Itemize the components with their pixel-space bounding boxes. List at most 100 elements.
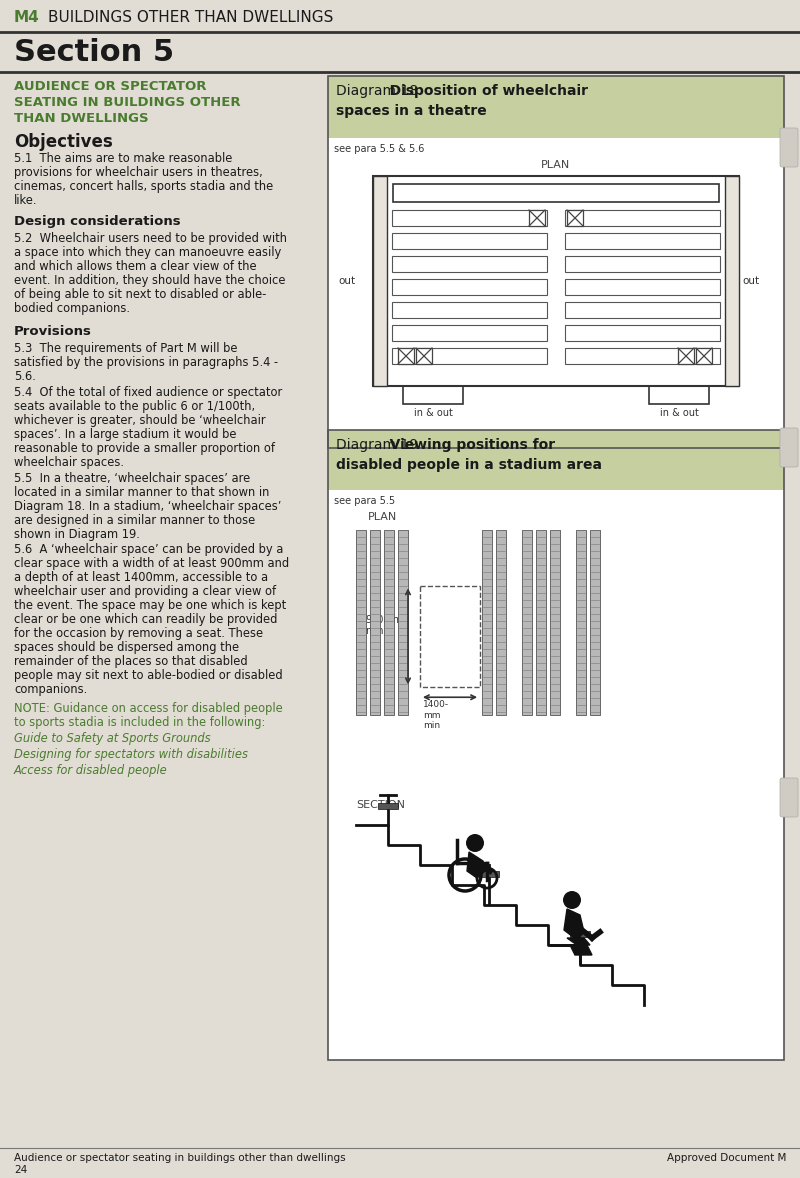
Bar xyxy=(565,348,720,364)
Text: out: out xyxy=(338,276,355,286)
Text: Objectives: Objectives xyxy=(14,133,113,151)
Text: THAN DWELLINGS: THAN DWELLINGS xyxy=(14,112,149,125)
Bar xyxy=(378,803,398,809)
Text: in & out: in & out xyxy=(414,408,453,418)
Text: Approved Document M: Approved Document M xyxy=(666,1153,786,1163)
Text: wheelchair spaces.: wheelchair spaces. xyxy=(14,456,124,469)
Text: SECTION: SECTION xyxy=(356,800,405,810)
Bar xyxy=(649,386,709,404)
Text: Access for disabled people: Access for disabled people xyxy=(14,765,168,777)
FancyBboxPatch shape xyxy=(780,128,798,167)
Text: for the occasion by removing a seat. These: for the occasion by removing a seat. The… xyxy=(14,627,263,640)
Bar xyxy=(565,325,720,340)
Text: spaces should be dispersed among the: spaces should be dispersed among the xyxy=(14,641,239,654)
Polygon shape xyxy=(564,909,584,940)
Text: clear space with a width of at least 900mm and: clear space with a width of at least 900… xyxy=(14,557,289,570)
Text: whichever is greater, should be ‘wheelchair: whichever is greater, should be ‘wheelch… xyxy=(14,413,266,426)
Text: SEATING IN BUILDINGS OTHER: SEATING IN BUILDINGS OTHER xyxy=(14,95,241,110)
Text: see para 5.5 & 5.6: see para 5.5 & 5.6 xyxy=(334,144,424,154)
Bar xyxy=(522,530,532,715)
Text: shown in Diagram 19.: shown in Diagram 19. xyxy=(14,528,140,541)
Text: BUILDINGS OTHER THAN DWELLINGS: BUILDINGS OTHER THAN DWELLINGS xyxy=(48,9,334,25)
Text: 900mm
min: 900mm min xyxy=(365,615,402,636)
Polygon shape xyxy=(467,852,485,878)
Text: Diagram 18: Diagram 18 xyxy=(336,84,422,98)
Text: like.: like. xyxy=(14,194,38,207)
Bar xyxy=(479,871,499,876)
Polygon shape xyxy=(570,945,592,955)
Bar xyxy=(328,77,784,448)
Bar xyxy=(392,348,547,364)
Text: Provisions: Provisions xyxy=(14,325,92,338)
Bar xyxy=(567,210,583,226)
Bar xyxy=(370,530,380,715)
Text: spaces’. In a large stadium it would be: spaces’. In a large stadium it would be xyxy=(14,428,237,441)
Text: bodied companions.: bodied companions. xyxy=(14,302,130,315)
Circle shape xyxy=(563,891,581,909)
Text: satisfied by the provisions in paragraphs 5.4 -: satisfied by the provisions in paragraph… xyxy=(14,356,278,369)
Text: 1400-
mm
min: 1400- mm min xyxy=(423,700,449,730)
Bar xyxy=(590,530,600,715)
Text: disabled people in a stadium area: disabled people in a stadium area xyxy=(336,458,602,472)
Bar xyxy=(536,530,546,715)
FancyBboxPatch shape xyxy=(780,777,798,818)
Text: seats available to the public 6 or 1/100th,: seats available to the public 6 or 1/100… xyxy=(14,401,255,413)
Bar xyxy=(392,210,547,226)
Text: people may sit next to able-bodied or disabled: people may sit next to able-bodied or di… xyxy=(14,669,282,682)
Bar xyxy=(576,530,586,715)
Text: Diagram 19: Diagram 19 xyxy=(336,438,422,452)
Text: reasonable to provide a smaller proportion of: reasonable to provide a smaller proporti… xyxy=(14,442,275,455)
Bar xyxy=(328,77,784,138)
Text: 5.6.: 5.6. xyxy=(14,370,36,383)
Text: 5.5  In a theatre, ‘wheelchair spaces’ are: 5.5 In a theatre, ‘wheelchair spaces’ ar… xyxy=(14,472,250,485)
Bar xyxy=(398,348,414,364)
Bar xyxy=(725,176,739,386)
Text: a depth of at least 1400mm, accessible to a: a depth of at least 1400mm, accessible t… xyxy=(14,571,268,584)
Bar xyxy=(678,348,694,364)
Text: AUDIENCE OR SPECTATOR: AUDIENCE OR SPECTATOR xyxy=(14,80,206,93)
Bar xyxy=(565,302,720,318)
Bar xyxy=(420,585,480,687)
Text: PLAN: PLAN xyxy=(542,160,570,170)
Bar xyxy=(384,530,394,715)
Text: cinemas, concert halls, sports stadia and the: cinemas, concert halls, sports stadia an… xyxy=(14,180,274,193)
Text: spaces in a theatre: spaces in a theatre xyxy=(336,104,486,118)
Text: Section 5: Section 5 xyxy=(14,38,174,67)
Text: and which allows them a clear view of the: and which allows them a clear view of th… xyxy=(14,260,257,273)
Bar xyxy=(565,210,720,226)
Polygon shape xyxy=(567,938,590,945)
Text: the event. The space may be one which is kept: the event. The space may be one which is… xyxy=(14,598,286,613)
Bar xyxy=(393,184,719,201)
Bar xyxy=(403,386,463,404)
Text: see para 5.5: see para 5.5 xyxy=(334,496,395,507)
Text: wheelchair user and providing a clear view of: wheelchair user and providing a clear vi… xyxy=(14,585,276,598)
Bar xyxy=(570,931,590,937)
Bar xyxy=(496,530,506,715)
Text: are designed in a similar manner to those: are designed in a similar manner to thos… xyxy=(14,514,255,527)
Text: 5.4  Of the total of fixed audience or spectator: 5.4 Of the total of fixed audience or sp… xyxy=(14,386,282,399)
Text: located in a similar manner to that shown in: located in a similar manner to that show… xyxy=(14,487,270,499)
Bar xyxy=(392,302,547,318)
Circle shape xyxy=(466,834,484,852)
Bar xyxy=(392,325,547,340)
Text: event. In addition, they should have the choice: event. In addition, they should have the… xyxy=(14,274,286,287)
Text: provisions for wheelchair users in theatres,: provisions for wheelchair users in theat… xyxy=(14,166,262,179)
Text: 5.3  The requirements of Part M will be: 5.3 The requirements of Part M will be xyxy=(14,342,238,355)
FancyBboxPatch shape xyxy=(780,428,798,466)
Text: in & out: in & out xyxy=(659,408,698,418)
Bar xyxy=(356,530,366,715)
Bar xyxy=(328,430,784,1060)
Bar xyxy=(416,348,432,364)
Text: Audience or spectator seating in buildings other than dwellings: Audience or spectator seating in buildin… xyxy=(14,1153,346,1163)
Bar xyxy=(696,348,712,364)
Text: PLAN: PLAN xyxy=(368,512,398,522)
Text: Diagram 18. In a stadium, ‘wheelchair spaces’: Diagram 18. In a stadium, ‘wheelchair sp… xyxy=(14,499,282,512)
Text: of being able to sit next to disabled or able-: of being able to sit next to disabled or… xyxy=(14,287,266,302)
Bar xyxy=(392,279,547,294)
Text: NOTE: Guidance on access for disabled people: NOTE: Guidance on access for disabled pe… xyxy=(14,702,282,715)
Bar xyxy=(565,279,720,294)
Bar xyxy=(529,210,545,226)
Text: 24: 24 xyxy=(14,1165,27,1174)
Bar xyxy=(373,176,387,386)
Text: to sports stadia is included in the following:: to sports stadia is included in the foll… xyxy=(14,716,266,729)
